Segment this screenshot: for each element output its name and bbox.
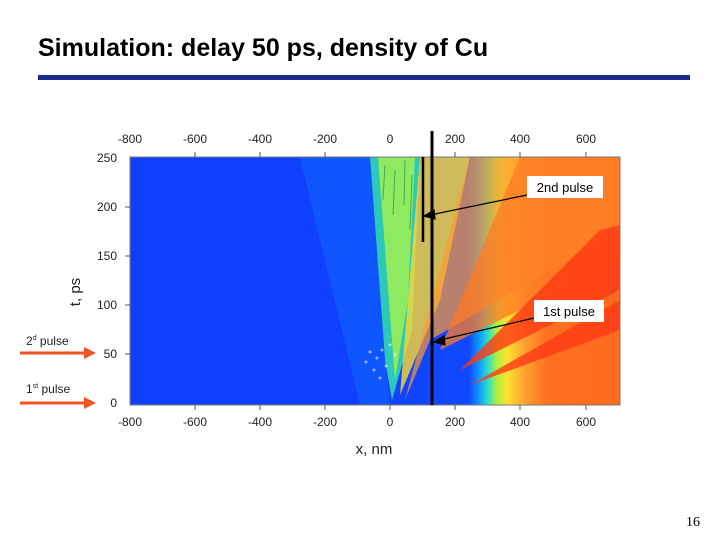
svg-text:250: 250 xyxy=(97,151,117,165)
x-axis-label: x, nm xyxy=(356,441,393,458)
plot-frame xyxy=(129,156,621,406)
svg-text:100: 100 xyxy=(97,298,117,312)
svg-text:200: 200 xyxy=(97,200,117,214)
bottom-x-ticks: -800 -600 -400 -200 0 200 400 600 xyxy=(118,415,596,429)
svg-text:0: 0 xyxy=(110,396,117,410)
svg-text:400: 400 xyxy=(510,132,530,146)
title-underline xyxy=(38,75,690,80)
first-pulse-side-label: 1st pulse xyxy=(26,382,70,396)
tick-marks xyxy=(125,152,587,410)
svg-text:-800: -800 xyxy=(118,132,142,146)
svg-text:-400: -400 xyxy=(248,415,272,429)
callout-second-box xyxy=(527,176,603,198)
svg-text:50: 50 xyxy=(104,347,118,361)
svg-text:0: 0 xyxy=(387,415,394,429)
svg-text:-200: -200 xyxy=(313,132,337,146)
svg-text:0: 0 xyxy=(387,132,394,146)
svg-text:-200: -200 xyxy=(313,415,337,429)
callout-second-label: 2nd pulse xyxy=(537,180,593,195)
svg-text:400: 400 xyxy=(510,415,530,429)
svg-text:150: 150 xyxy=(97,249,117,263)
callout-first-label: 1st pulse xyxy=(543,304,595,319)
svg-text:200: 200 xyxy=(445,132,465,146)
callout-first-box xyxy=(534,300,604,322)
callout-arrows xyxy=(422,194,535,346)
second-pulse-side-label: 2d pulse xyxy=(26,334,69,348)
y-ticks: 250 200 150 100 50 0 xyxy=(97,151,117,410)
svg-text:-800: -800 xyxy=(118,415,142,429)
svg-text:600: 600 xyxy=(576,132,596,146)
top-x-ticks: -800 -600 -400 -200 0 200 400 600 xyxy=(118,132,596,146)
contour-field xyxy=(130,157,620,405)
first-pulse-arrow xyxy=(20,397,96,409)
y-axis-label: t, ps xyxy=(67,278,84,306)
svg-text:-600: -600 xyxy=(183,415,207,429)
svg-text:600: 600 xyxy=(576,415,596,429)
slide-title: Simulation: delay 50 ps, density of Cu xyxy=(38,34,489,62)
svg-text:-600: -600 xyxy=(183,132,207,146)
svg-text:200: 200 xyxy=(445,415,465,429)
second-pulse-arrow xyxy=(20,347,96,359)
svg-text:-400: -400 xyxy=(248,132,272,146)
page-number: 16 xyxy=(686,515,700,530)
